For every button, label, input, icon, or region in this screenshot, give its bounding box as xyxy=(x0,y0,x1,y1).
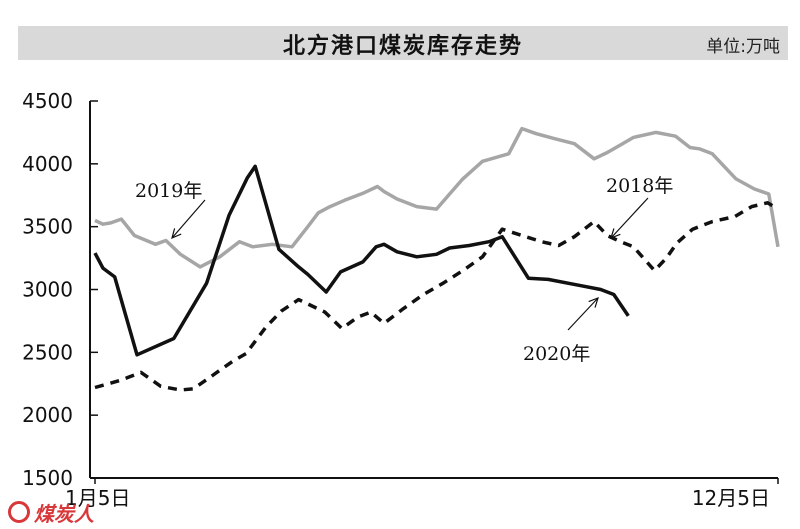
y-tick-label: 1500 xyxy=(22,466,73,490)
arrow-head xyxy=(588,296,599,308)
y-tick-label: 4000 xyxy=(22,152,73,176)
y-tick-label: 2000 xyxy=(22,403,73,427)
watermark-text: 煤炭人 xyxy=(34,501,94,526)
annotation-arrow xyxy=(567,297,599,331)
annotation-arrow xyxy=(610,197,649,239)
title-band: 北方港口煤炭库存走势 单位:万吨 xyxy=(18,26,788,60)
series-line-2018年 xyxy=(94,201,779,392)
annotation-label: 2019年 xyxy=(135,180,202,202)
unit-label: 单位:万吨 xyxy=(706,37,780,57)
x-tick-labels: 1月5日 12月5日 xyxy=(65,478,779,510)
chart-axes xyxy=(89,101,778,479)
series-annotations: 2019年 2018年 2020年 xyxy=(135,175,673,365)
x-tick-label: 12月5日 xyxy=(692,486,770,510)
y-tick-label: 4500 xyxy=(22,89,73,113)
annotation-arrow xyxy=(171,199,206,239)
series-line-2020年 xyxy=(93,164,630,357)
annotation-label: 2020年 xyxy=(523,343,590,365)
x-tick-label: 1月5日 xyxy=(65,486,130,510)
series-lines xyxy=(93,126,780,392)
annotation-label: 2018年 xyxy=(606,175,673,197)
y-tick-label: 2500 xyxy=(22,340,73,364)
arrow-head xyxy=(610,228,621,240)
y-tick-label: 3000 xyxy=(22,278,73,302)
y-tick-label: 3500 xyxy=(22,215,73,239)
logo-icon xyxy=(8,501,30,523)
arrow-head xyxy=(171,228,182,240)
watermark-logo: 煤炭人 xyxy=(8,499,94,526)
series-line-2019年 xyxy=(94,126,780,269)
chart-title: 北方港口煤炭库存走势 xyxy=(282,34,523,59)
y-tick-labels: 1500 2000 2500 3000 3500 4000 4500 xyxy=(22,89,98,490)
